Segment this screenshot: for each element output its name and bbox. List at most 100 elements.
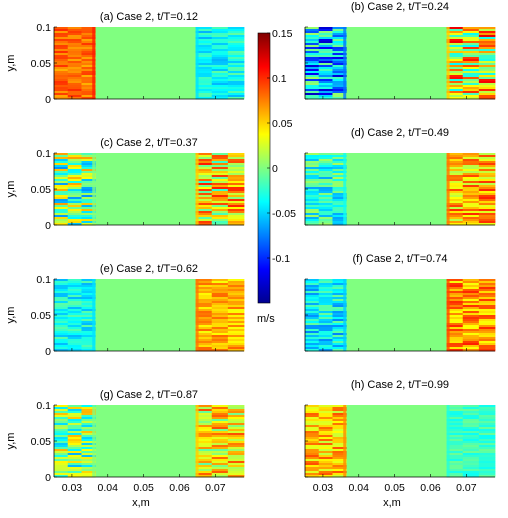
- right-band-cell: [446, 451, 464, 454]
- right-band-cell: [478, 91, 496, 94]
- right-band-cell: [446, 283, 464, 286]
- left-band-cell: [318, 411, 333, 414]
- right-band-cell: [211, 439, 229, 442]
- left-band-cell: [67, 211, 82, 214]
- left-band-cell: [81, 53, 96, 56]
- right-band-cell: [478, 53, 496, 56]
- right-band-cell: [462, 437, 480, 440]
- left-band-cell: [332, 65, 347, 68]
- right-band-cell: [446, 461, 464, 464]
- right-band-cell: [462, 347, 480, 350]
- left-band-cell: [67, 427, 82, 430]
- right-band-cell: [227, 343, 245, 346]
- left-band-cell: [318, 213, 333, 216]
- right-band-cell: [211, 339, 229, 342]
- right-band-cell: [211, 311, 229, 314]
- right-band-cell: [462, 189, 480, 192]
- right-band-cell: [227, 417, 245, 420]
- left-band-cell: [332, 347, 347, 350]
- left-band-cell: [54, 211, 69, 214]
- right-band-cell: [227, 55, 245, 58]
- left-band-cell: [54, 409, 69, 412]
- left-band-cell: [81, 347, 96, 350]
- right-band-cell: [211, 297, 229, 300]
- colorbar: 0.150.10.050-0.05-0.1 m/s: [257, 28, 296, 325]
- right-band-cell: [462, 281, 480, 284]
- right-band-cell: [462, 455, 480, 458]
- right-band-cell: [446, 419, 464, 422]
- left-band-cell: [332, 57, 347, 60]
- left-band-cell: [81, 59, 96, 62]
- left-band-cell: [305, 85, 320, 88]
- left-band-cell: [54, 163, 69, 166]
- right-band-cell: [211, 43, 229, 46]
- right-band-cell: [195, 181, 213, 184]
- left-band-cell: [305, 183, 320, 186]
- right-band-cell: [227, 211, 245, 214]
- left-band-cell: [305, 307, 320, 310]
- left-band-cell: [318, 89, 333, 92]
- left-band-cell: [67, 215, 82, 218]
- right-band-cell: [478, 73, 496, 76]
- right-band-cell: [211, 411, 229, 414]
- left-band-cell: [305, 45, 320, 48]
- right-band-cell: [195, 209, 213, 212]
- right-band-cell: [227, 457, 245, 460]
- right-band-cell: [211, 165, 229, 168]
- right-band-cell: [211, 349, 229, 352]
- right-band-cell: [227, 333, 245, 336]
- right-band-cell: [462, 55, 480, 58]
- left-band-cell: [67, 411, 82, 414]
- right-band-cell: [446, 59, 464, 62]
- right-band-cell: [227, 297, 245, 300]
- right-band-cell: [211, 193, 229, 196]
- left-band-cell: [54, 173, 69, 176]
- right-band-cell: [227, 209, 245, 212]
- left-band-cell: [54, 325, 69, 328]
- right-band-cell: [478, 93, 496, 96]
- right-band-cell: [211, 67, 229, 70]
- right-band-cell: [446, 173, 464, 176]
- left-band-cell: [81, 427, 96, 430]
- left-band-cell: [305, 63, 320, 66]
- right-band-cell: [478, 211, 496, 214]
- left-band-cell: [67, 293, 82, 296]
- left-band-cell: [332, 153, 347, 156]
- right-band-cell: [211, 315, 229, 318]
- right-band-cell: [211, 307, 229, 310]
- left-band-cell: [54, 159, 69, 162]
- right-band-cell: [227, 77, 245, 80]
- left-band-cell: [318, 285, 333, 288]
- left-band-cell: [54, 453, 69, 456]
- right-band-cell: [446, 295, 464, 298]
- right-band-cell: [211, 451, 229, 454]
- right-band-cell: [195, 445, 213, 448]
- right-band-cell: [462, 343, 480, 346]
- right-band-cell: [195, 281, 213, 284]
- left-band-cell: [318, 187, 333, 190]
- left-band-cell: [67, 79, 82, 82]
- left-band-cell: [67, 409, 82, 412]
- left-band-cell: [81, 415, 96, 418]
- left-band-cell: [67, 317, 82, 320]
- left-band-cell: [305, 449, 320, 452]
- right-band-cell: [446, 77, 464, 80]
- right-band-cell: [195, 63, 213, 66]
- left-band-cell: [54, 299, 69, 302]
- left-band-cell: [67, 463, 82, 466]
- left-band-cell: [81, 313, 96, 316]
- right-band-cell: [195, 77, 213, 80]
- left-band-cell: [318, 87, 333, 90]
- left-band-cell: [332, 195, 347, 198]
- right-band-cell: [478, 445, 496, 448]
- right-band-cell: [446, 325, 464, 328]
- left-band-cell: [54, 33, 69, 36]
- band-front-edge: [446, 279, 450, 351]
- right-band-cell: [462, 413, 480, 416]
- right-band-cell: [195, 45, 213, 48]
- right-band-cell: [211, 163, 229, 166]
- right-band-cell: [195, 453, 213, 456]
- right-band-cell: [462, 341, 480, 344]
- right-band-cell: [478, 83, 496, 86]
- right-band-cell: [211, 205, 229, 208]
